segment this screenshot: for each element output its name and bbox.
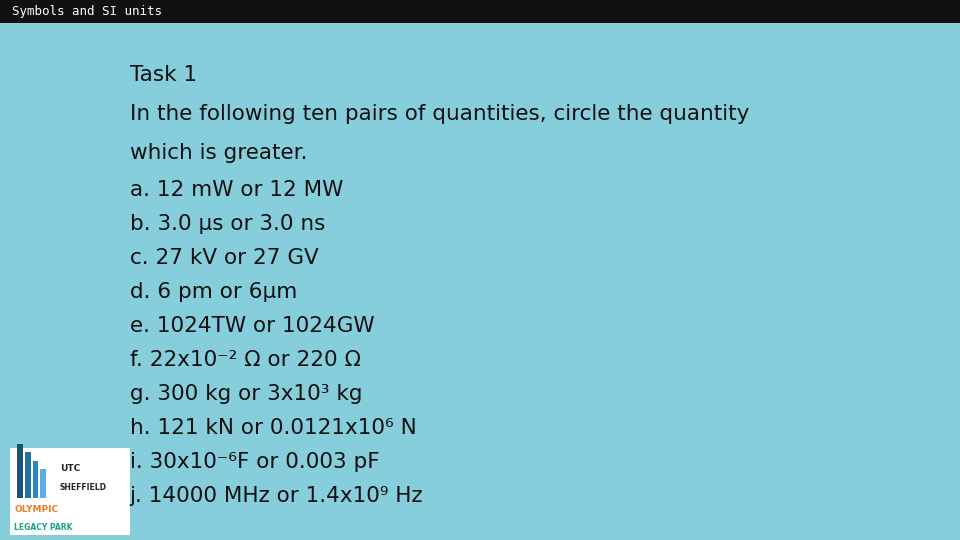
Text: Symbols and SI units: Symbols and SI units (12, 5, 162, 18)
Bar (0, 0, 960, 23)
Bar (10, 448, 130, 535)
Text: UTC: UTC (60, 464, 81, 472)
Text: c. 27 kV or 27 GV: c. 27 kV or 27 GV (130, 248, 319, 268)
Text: g. 300 kg or 3x10³ kg: g. 300 kg or 3x10³ kg (130, 384, 362, 404)
Text: b. 3.0 μs or 3.0 ns: b. 3.0 μs or 3.0 ns (130, 214, 325, 234)
Text: d. 6 pm or 6μm: d. 6 pm or 6μm (130, 282, 297, 302)
Text: OLYMPIC: OLYMPIC (14, 505, 59, 514)
Text: SHEFFIELD: SHEFFIELD (60, 483, 107, 492)
Text: f. 22x10⁻² Ω or 220 Ω: f. 22x10⁻² Ω or 220 Ω (130, 350, 361, 370)
Bar (25, 453, 31, 498)
Text: LEGACY PARK: LEGACY PARK (14, 523, 73, 531)
Text: e. 1024TW or 1024GW: e. 1024TW or 1024GW (130, 316, 374, 336)
Text: In the following ten pairs of quantities, circle the quantity: In the following ten pairs of quantities… (130, 104, 749, 124)
Bar (40, 469, 46, 498)
Text: Task 1: Task 1 (130, 65, 197, 85)
Text: j. 14000 MHz or 1.4x10⁹ Hz: j. 14000 MHz or 1.4x10⁹ Hz (130, 486, 423, 506)
Bar (33, 461, 38, 498)
Text: a. 12 mW or 12 MW: a. 12 mW or 12 MW (130, 180, 343, 200)
Bar (17, 444, 23, 498)
Text: h. 121 kN or 0.0121x10⁶ N: h. 121 kN or 0.0121x10⁶ N (130, 418, 417, 438)
Text: i. 30x10⁻⁶F or 0.003 pF: i. 30x10⁻⁶F or 0.003 pF (130, 452, 379, 472)
Text: which is greater.: which is greater. (130, 143, 307, 163)
